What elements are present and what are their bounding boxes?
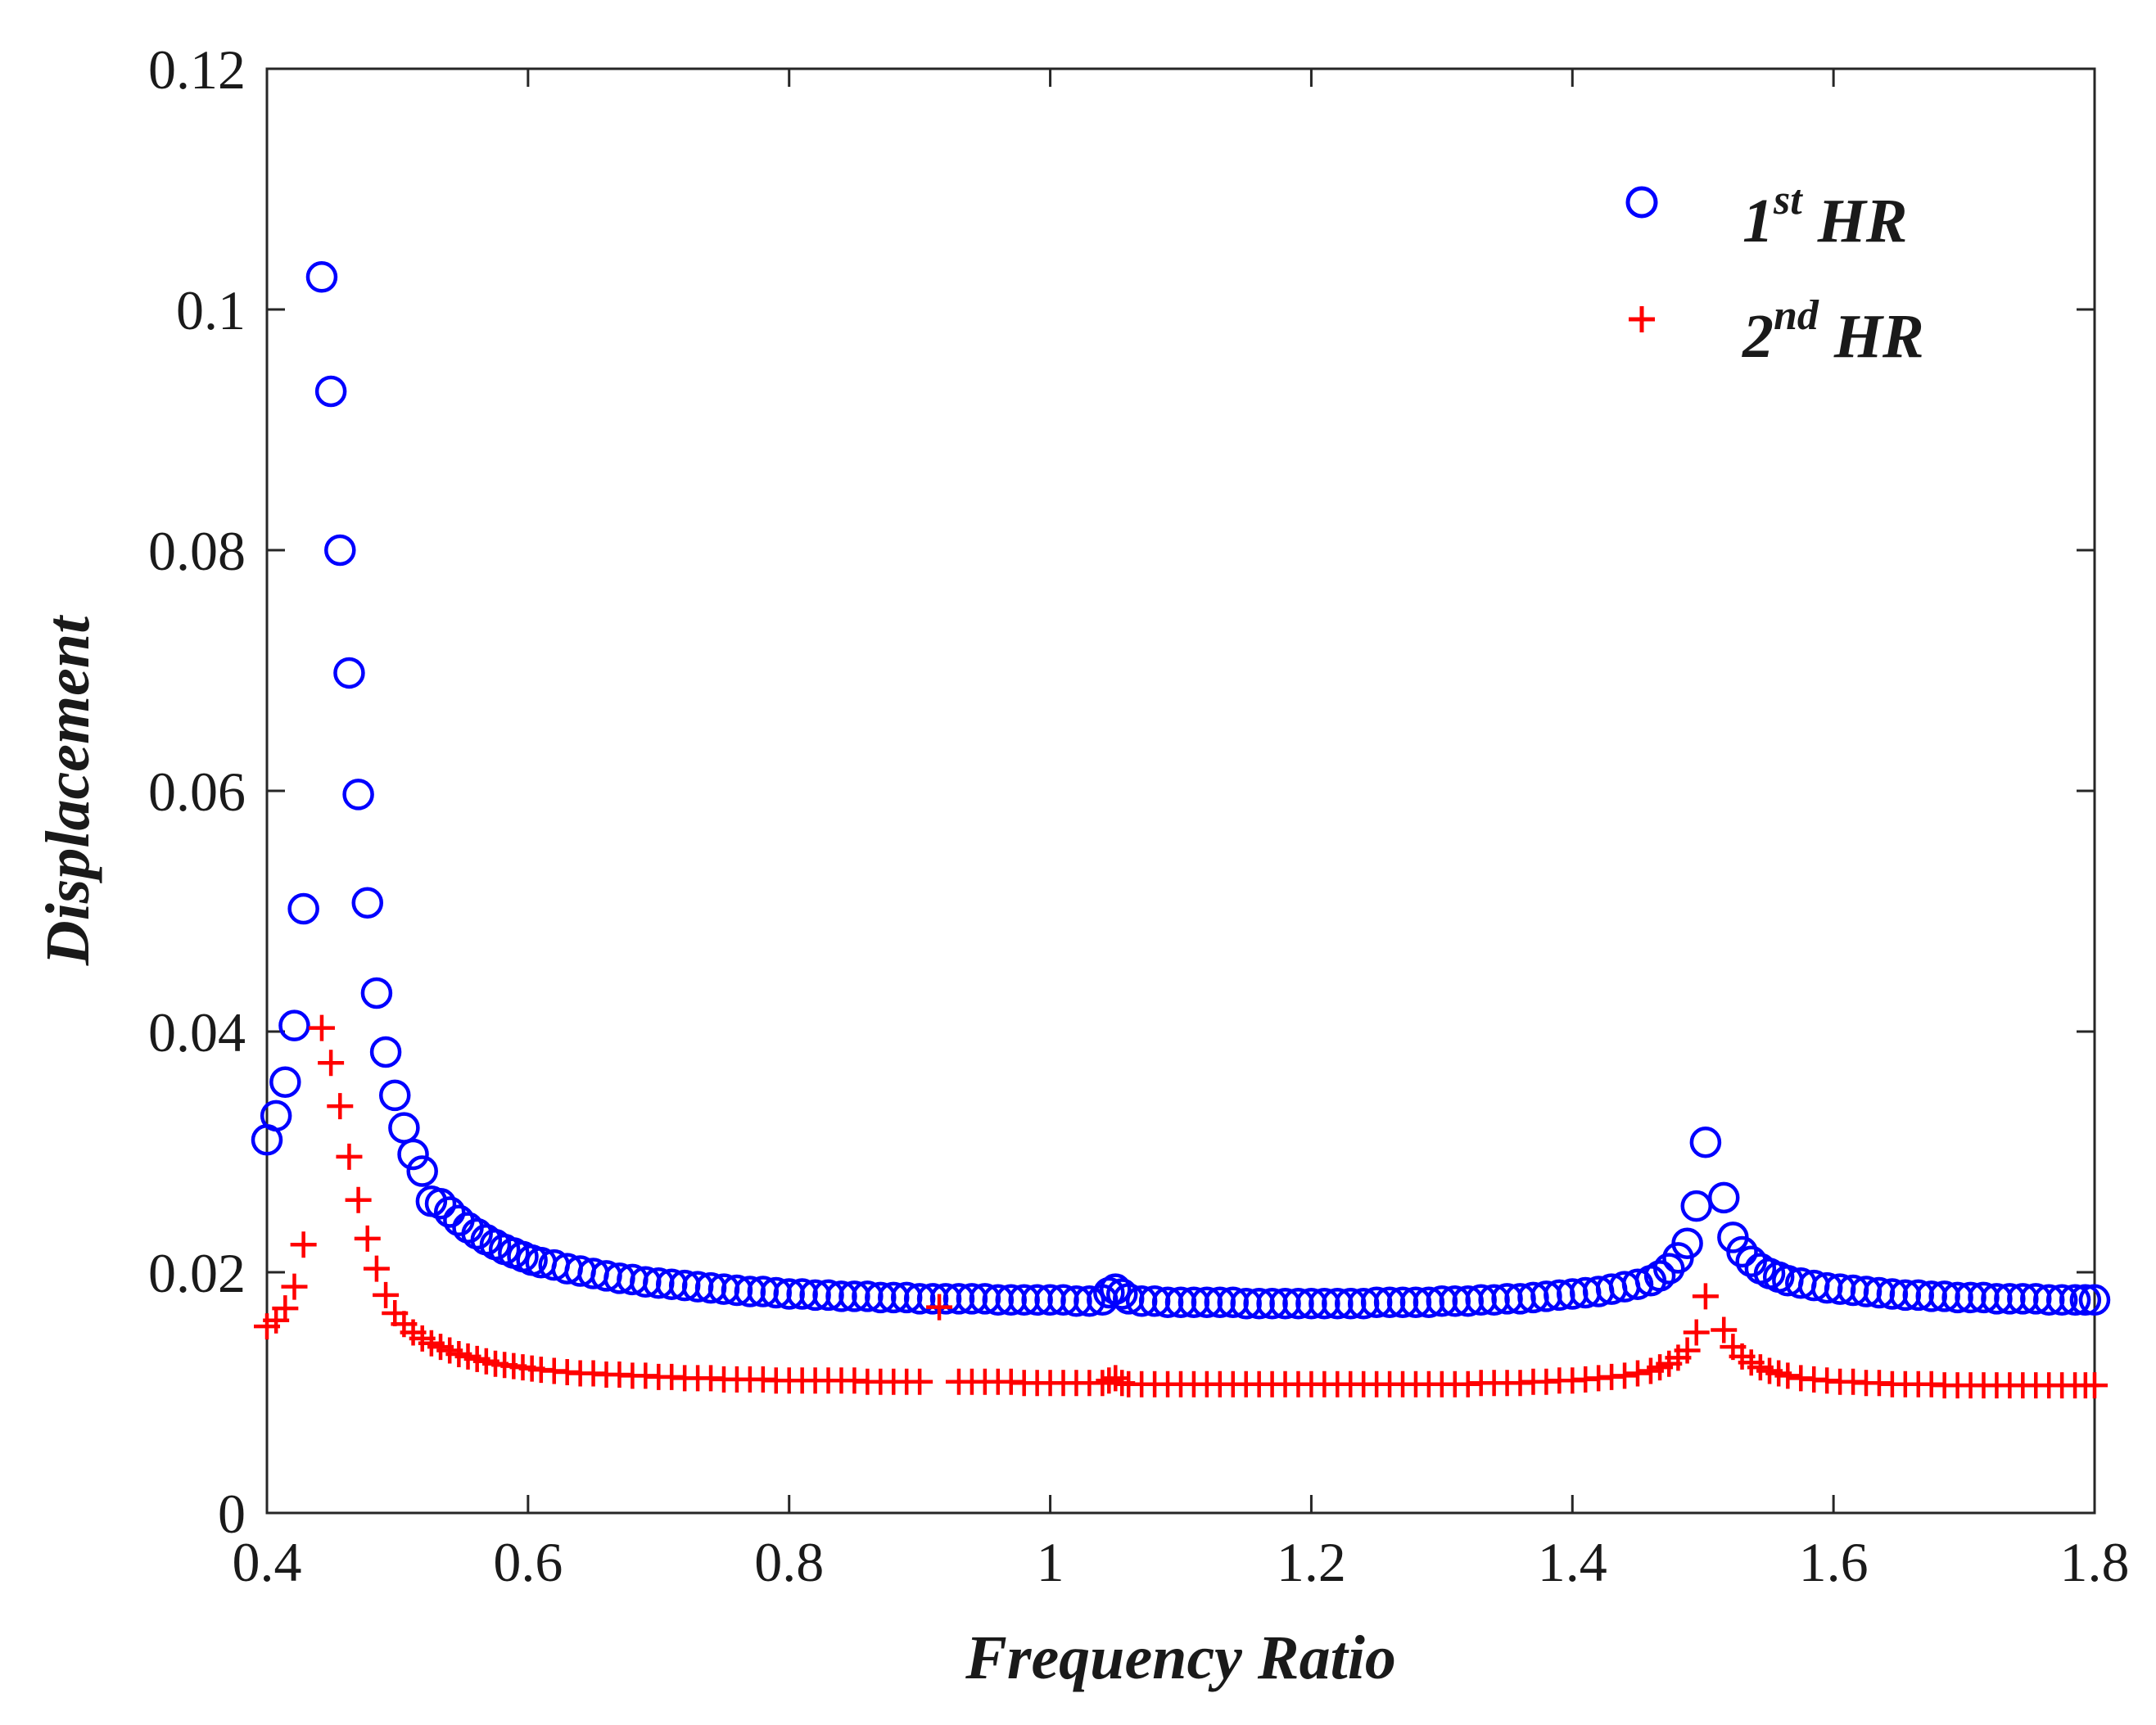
y-tick-label: 0.02 xyxy=(148,1242,246,1304)
data-point-circle xyxy=(461,1217,493,1250)
legend: 1st HR 2nd HR xyxy=(1625,177,1924,371)
data-point-circle xyxy=(1671,1227,1703,1259)
legend-marker-2nd-hr xyxy=(1629,306,1655,332)
y-tick-label: 0.1 xyxy=(176,279,246,341)
data-point-circle xyxy=(2059,1284,2091,1316)
x-tick-label: 1.2 xyxy=(1277,1531,1346,1593)
data-point-circle xyxy=(342,779,374,811)
data-point-circle xyxy=(1726,1235,1758,1268)
data-point-circle xyxy=(406,1155,438,1187)
data-point-plus xyxy=(1611,1362,1638,1389)
data-point-plus xyxy=(926,1294,953,1321)
legend-label-2nd-hr: 2nd HR xyxy=(1742,292,1924,371)
legend-marker-1st-hr xyxy=(1625,186,1658,219)
y-axis-tick-labels: 0 0.02 0.04 0.06 0.08 0.1 0.12 xyxy=(148,38,246,1545)
data-point-circle xyxy=(1073,1285,1105,1317)
data-point-circle xyxy=(2045,1284,2078,1316)
data-point-plus xyxy=(308,1014,335,1041)
y-tick-label: 0.04 xyxy=(148,1001,246,1063)
data-point-circle xyxy=(1653,1253,1685,1285)
data-point-plus xyxy=(290,1231,317,1258)
data-point-plus xyxy=(1711,1316,1738,1343)
x-tick-label: 0.4 xyxy=(233,1531,302,1593)
data-point-circle xyxy=(1106,1278,1138,1310)
y-tick-label: 0 xyxy=(218,1483,246,1545)
data-point-circle xyxy=(269,1066,301,1098)
data-point-plus xyxy=(354,1225,381,1252)
data-point-circle xyxy=(2069,1284,2102,1316)
data-point-plus xyxy=(1674,1337,1701,1364)
data-point-plus xyxy=(1692,1283,1719,1310)
data-point-circle xyxy=(305,261,338,293)
data-point-plus xyxy=(363,1255,390,1282)
series-layer xyxy=(251,261,2111,1399)
data-point-plus xyxy=(906,1368,933,1395)
data-point-circle xyxy=(333,657,365,689)
data-point-plus xyxy=(2081,1372,2108,1399)
y-axis-label: Displacement xyxy=(34,614,102,966)
data-point-circle xyxy=(351,887,384,919)
series-1 xyxy=(251,261,2111,1320)
data-point-plus xyxy=(1096,1367,1123,1394)
series-2 xyxy=(254,1014,2108,1399)
data-point-circle xyxy=(2078,1284,2111,1316)
data-point-circle xyxy=(1707,1181,1740,1214)
data-point-plus xyxy=(1102,1365,1129,1392)
data-point-circle xyxy=(360,977,393,1009)
data-point-circle xyxy=(378,1079,411,1112)
data-point-plus xyxy=(281,1273,308,1300)
x-tick-label: 0.8 xyxy=(754,1531,824,1593)
data-point-plus xyxy=(1683,1319,1710,1346)
y-tick-label: 0.06 xyxy=(148,761,246,823)
data-point-circle xyxy=(287,892,319,925)
data-point-circle xyxy=(369,1036,402,1068)
x-tick-label: 0.6 xyxy=(493,1531,563,1593)
x-tick-label: 1.4 xyxy=(1538,1531,1607,1593)
y-tick-label: 0.08 xyxy=(148,520,246,582)
data-point-circle xyxy=(424,1187,457,1220)
data-point-circle xyxy=(1689,1126,1722,1158)
data-point-circle xyxy=(1643,1260,1676,1292)
data-point-circle xyxy=(260,1100,292,1132)
data-point-circle xyxy=(433,1196,466,1228)
y-tick-label: 0.12 xyxy=(148,38,246,101)
x-axis-label: Frequency Ratio xyxy=(965,1623,1396,1692)
x-axis-tick-labels: 0.4 0.6 0.8 1 1.2 1.4 1.6 1.8 xyxy=(233,1531,2130,1593)
data-point-plus xyxy=(272,1295,299,1322)
data-point-circle xyxy=(278,1009,310,1041)
data-point-circle xyxy=(314,375,347,408)
data-point-plus xyxy=(327,1093,354,1120)
data-point-plus xyxy=(1774,1362,1801,1389)
axis-ticks xyxy=(265,67,2096,1515)
data-point-circle xyxy=(397,1138,429,1171)
data-point-circle xyxy=(1621,1268,1654,1300)
x-tick-label: 1.6 xyxy=(1799,1531,1869,1593)
data-point-circle xyxy=(324,534,356,567)
x-tick-label: 1 xyxy=(1037,1531,1064,1593)
data-point-plus xyxy=(1625,1360,1651,1387)
x-tick-label: 1.8 xyxy=(2060,1531,2130,1593)
legend-label-1st-hr: 1st HR xyxy=(1742,177,1908,255)
data-point-plus xyxy=(345,1186,372,1213)
data-point-plus xyxy=(336,1143,363,1170)
data-point-plus xyxy=(318,1050,345,1077)
data-point-circle xyxy=(1680,1190,1712,1222)
data-point-plus xyxy=(373,1281,400,1308)
plot-area xyxy=(251,67,2111,1515)
